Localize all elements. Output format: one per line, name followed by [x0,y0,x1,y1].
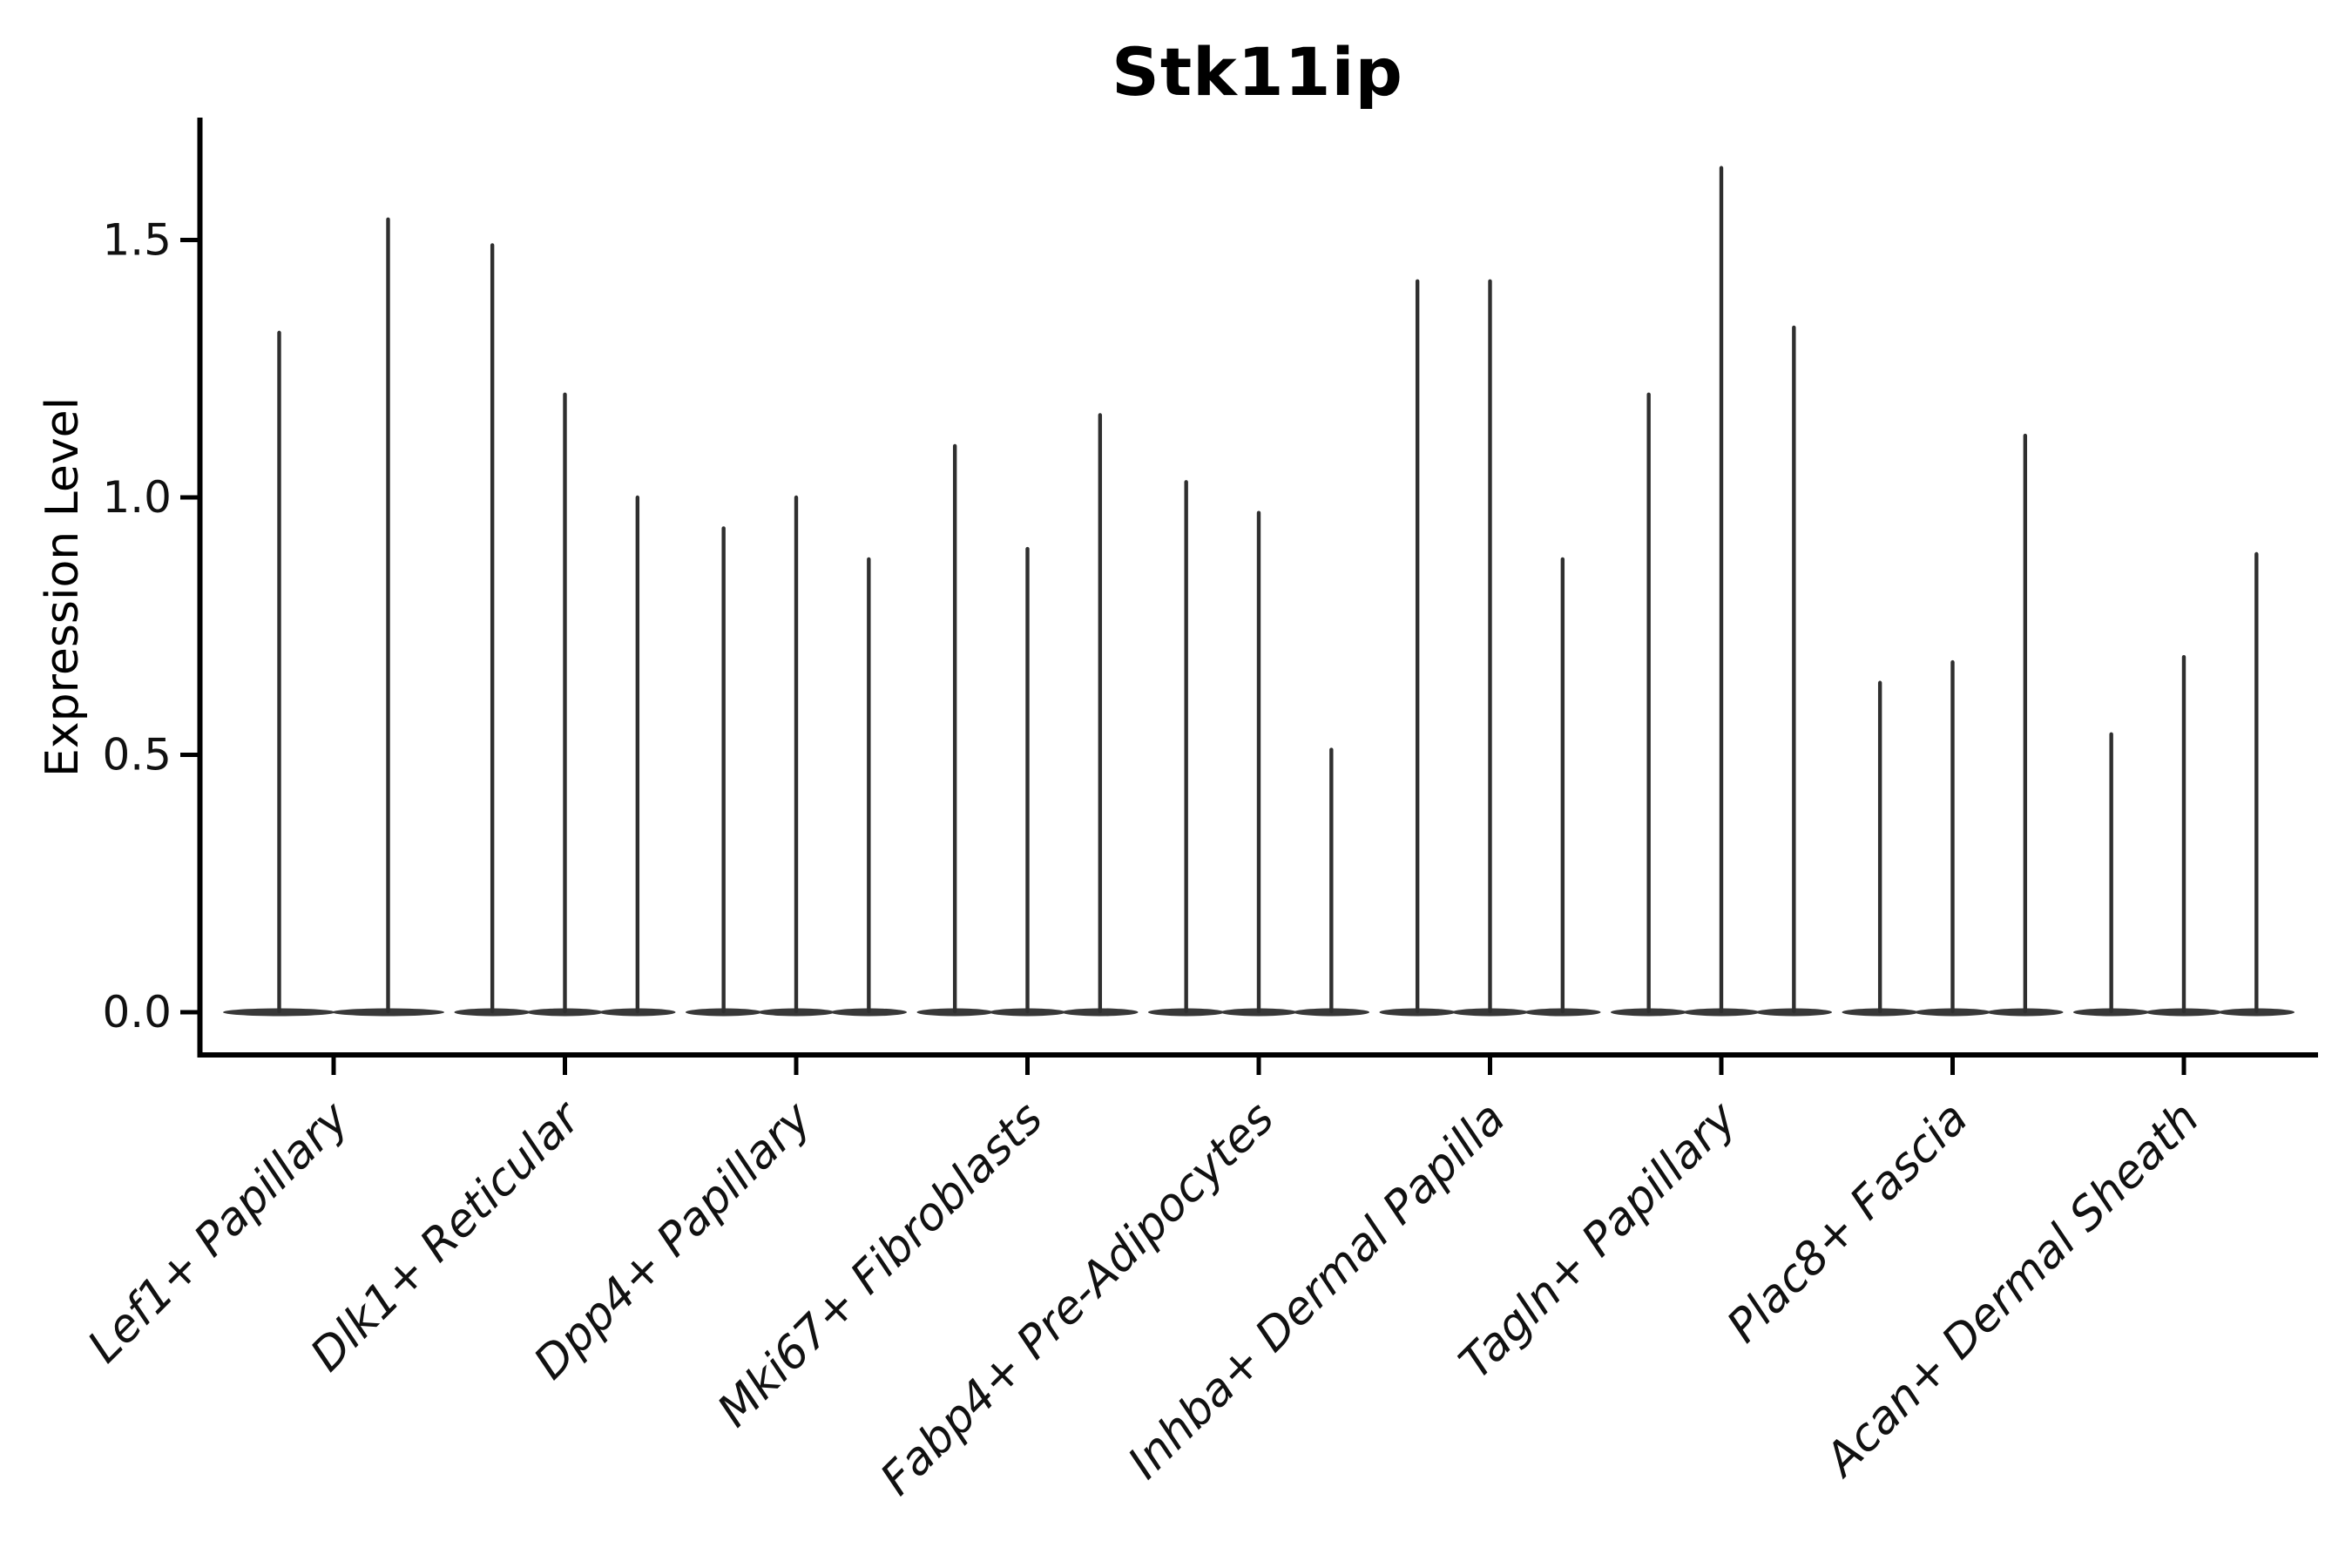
y-tick-label-3: 1.5 [102,215,172,266]
x-category-label-5: Inhba+ Dermal Papilla [1119,1092,1516,1490]
x-category-label-7: Plac8+ Fascia [1717,1092,1977,1353]
y-tick-label-2: 1.0 [102,472,172,523]
x-category-label-4: Fabp4+ Pre-Adipocytes [871,1092,1285,1506]
plot-title: Stk11ip [1112,33,1403,111]
x-category-label-8: Acan+ Dermal Sheath [1814,1092,2209,1488]
y-tick-label-1: 0.5 [102,730,172,781]
y-tick-label-0: 0.0 [102,987,172,1037]
